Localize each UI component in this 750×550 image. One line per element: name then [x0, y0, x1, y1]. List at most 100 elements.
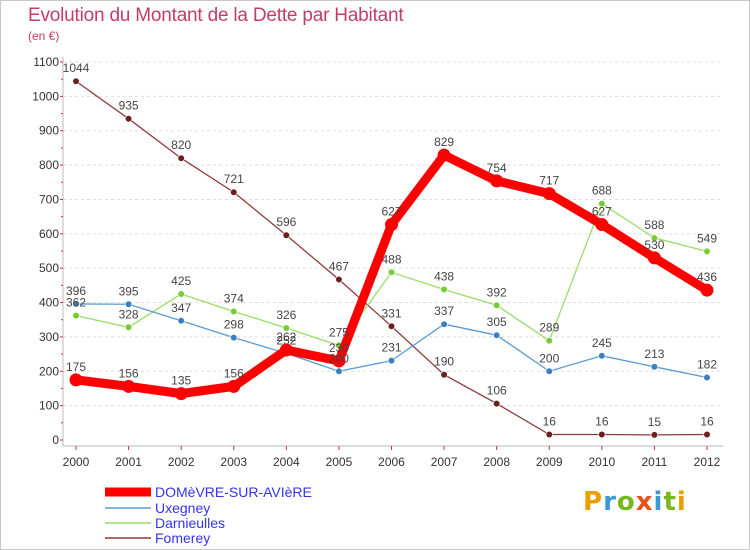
x-tick-label: 2000	[63, 455, 90, 469]
data-label: 298	[224, 318, 244, 332]
x-tick-label: 2004	[273, 455, 300, 469]
data-point	[227, 379, 241, 393]
data-point	[545, 430, 553, 439]
data-label: 436	[697, 270, 717, 284]
logo-letter: t	[663, 487, 677, 517]
data-label: 438	[434, 269, 454, 283]
legend-label: Uxegney	[155, 500, 210, 516]
y-tick-label: 100	[39, 399, 59, 413]
data-label: 245	[592, 336, 612, 350]
data-label: 425	[171, 274, 191, 288]
data-label: 935	[119, 99, 139, 113]
data-label: 688	[592, 184, 612, 198]
y-tick-label: 600	[39, 227, 59, 241]
data-point	[174, 387, 188, 401]
x-tick-label: 2010	[588, 455, 615, 469]
data-label: 721	[224, 172, 244, 186]
x-tick-label: 2006	[378, 455, 405, 469]
data-point	[493, 399, 501, 408]
x-tick-label: 2009	[536, 455, 563, 469]
data-label: 15	[648, 415, 662, 429]
data-label: 337	[434, 304, 454, 318]
data-point	[69, 373, 83, 387]
data-label: 252	[276, 333, 296, 347]
data-point	[387, 357, 396, 365]
logo-letter: P	[583, 487, 604, 517]
chart-title: Evolution du Montant de la Dette par Hab…	[28, 5, 404, 26]
x-tick-label: 2003	[220, 455, 247, 469]
data-point	[650, 363, 659, 371]
data-label: 396	[66, 284, 86, 298]
logo-letter: x	[635, 487, 654, 517]
data-label: 326	[276, 308, 296, 322]
data-point	[493, 301, 501, 309]
data-point	[177, 154, 185, 162]
data-point	[647, 251, 661, 265]
data-label: 829	[434, 135, 454, 149]
data-label: 754	[487, 161, 507, 175]
logo-letter: r	[603, 487, 617, 517]
data-label: 156	[119, 366, 139, 380]
data-point	[440, 371, 448, 379]
data-point	[177, 290, 185, 298]
x-tick-label: 2001	[115, 455, 142, 469]
data-point	[545, 367, 553, 375]
data-label: 467	[329, 260, 349, 274]
data-label: 588	[644, 218, 664, 232]
data-point	[230, 188, 238, 196]
data-label: 328	[119, 307, 139, 321]
data-point	[72, 300, 80, 308]
x-tick-label: 2002	[168, 455, 195, 469]
data-point	[72, 312, 80, 320]
data-label: 200	[329, 351, 349, 365]
data-label: 289	[539, 321, 559, 335]
data-label: 135	[171, 374, 191, 388]
data-label: 362	[66, 296, 86, 310]
chart-unit: (en €)	[28, 29, 60, 43]
data-point	[490, 174, 504, 188]
legend-label: Fomerey	[155, 530, 210, 546]
y-tick-label: 700	[39, 192, 59, 206]
data-label: 627	[592, 205, 612, 219]
data-label: 331	[381, 306, 401, 320]
data-point	[335, 275, 343, 284]
data-label: 106	[487, 384, 507, 398]
grid-lines	[63, 61, 723, 407]
data-label: 182	[697, 357, 717, 371]
data-point	[545, 337, 553, 345]
data-label: 305	[487, 315, 507, 329]
data-label: 16	[543, 415, 557, 429]
data-label: 1044	[63, 61, 90, 75]
data-label: 392	[487, 285, 507, 299]
data-label: 596	[276, 215, 296, 229]
data-label: 231	[381, 341, 401, 355]
series-lines	[69, 77, 714, 439]
data-point	[124, 115, 133, 123]
data-label: 395	[119, 284, 139, 298]
data-label: 627	[381, 205, 401, 219]
logo-letter: i	[676, 487, 687, 517]
data-point	[279, 343, 293, 357]
data-label: 549	[697, 231, 717, 245]
y-tick-label: 900	[39, 124, 59, 138]
x-tick-label: 2005	[326, 455, 353, 469]
y-tick-label: 200	[39, 364, 59, 378]
data-label: 16	[595, 415, 609, 429]
data-label: 275	[329, 326, 349, 340]
data-labels: 175 156 135 156 262 230 627 829 754 717 627 530 436 3…	[63, 61, 718, 429]
data-point	[72, 77, 80, 85]
data-label: 200	[539, 351, 559, 365]
y-tick-label: 300	[39, 330, 59, 344]
data-label: 230	[329, 341, 349, 355]
y-tick-label: 800	[39, 158, 59, 172]
data-label: 717	[539, 174, 559, 188]
data-point	[282, 231, 290, 239]
data-label: 530	[644, 238, 664, 252]
data-label: 16	[700, 415, 714, 429]
data-label: 820	[171, 138, 191, 152]
data-point	[650, 234, 659, 242]
y-tick-label: 0	[52, 433, 59, 447]
y-axis-ticks: 0 100 200 300 400 500 600 700 800 900 1000 1100	[32, 55, 63, 447]
data-label: 347	[171, 301, 191, 315]
x-axis-ticks: 2000 2001 2002 2003 2004 2005 2006 2007 2008 2009…	[63, 446, 721, 469]
